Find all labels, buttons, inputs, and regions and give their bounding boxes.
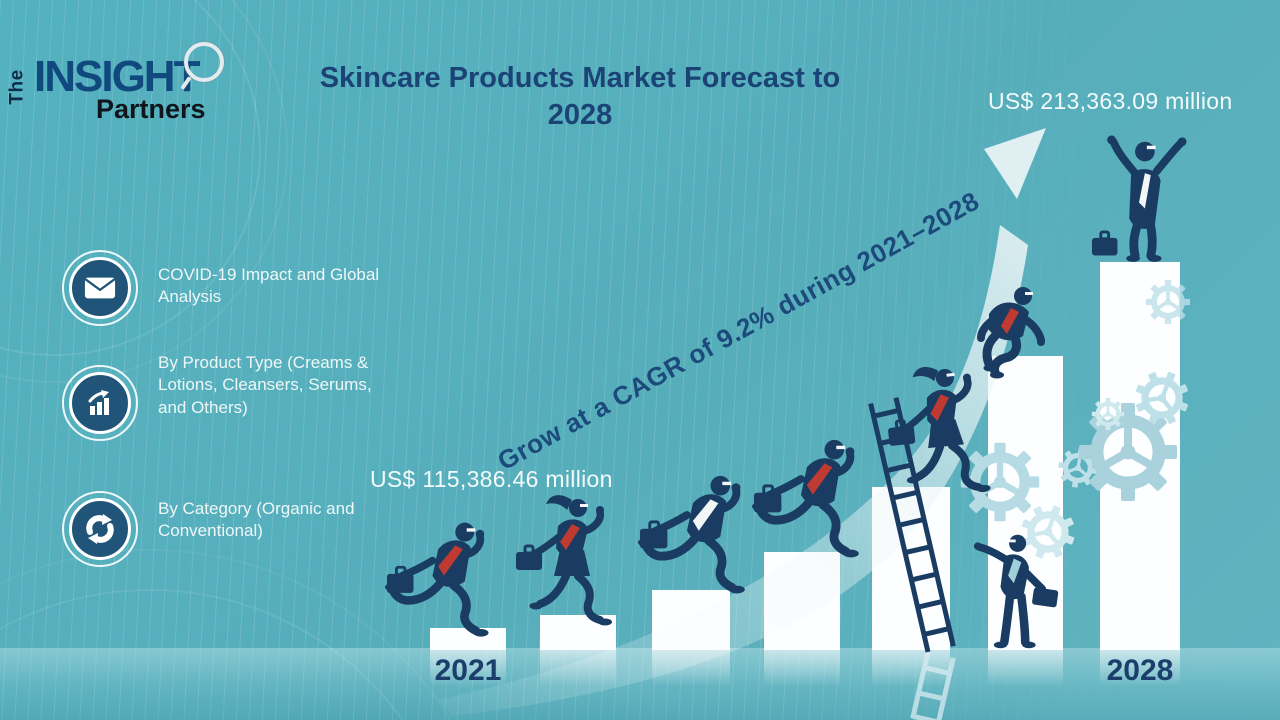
chart-bar — [652, 590, 730, 686]
highlight-product-type-label: By Product Type (Creams & Lotions, Clean… — [158, 353, 372, 417]
logo-insight: INSIGHT — [34, 52, 200, 101]
logo-partners: Partners — [96, 94, 206, 124]
chart-bar — [430, 628, 506, 686]
chart-bar — [764, 552, 840, 686]
bar-reflection — [988, 650, 1063, 686]
year-label-2028: 2028 — [1106, 654, 1174, 687]
page-title: Skincare Products Market Forecast to 202… — [319, 62, 841, 131]
bar-reflection — [540, 650, 616, 686]
highlight-covid-label: COVID-19 Impact and Global Analysis — [158, 265, 380, 307]
chart-bar — [1100, 262, 1180, 686]
chart-bar — [988, 356, 1063, 686]
insight-partners-logo: The INSIGHT Partners — [7, 40, 238, 126]
bar-reflection — [652, 650, 730, 686]
highlight-category-label: By Category (Organic and Conventional) — [158, 499, 355, 541]
bar-reflection — [764, 650, 840, 686]
year-label-2021: 2021 — [434, 654, 502, 687]
bar-growth-icon — [62, 365, 138, 441]
magnifier-icon — [184, 42, 224, 82]
bar-reflection — [1100, 650, 1180, 686]
chart-bar — [540, 615, 616, 686]
bar-reflection — [872, 650, 950, 686]
forecast-end-value: US$ 213,363.09 million — [988, 88, 1233, 114]
cycle-arrows-icon — [62, 491, 138, 567]
envelope-icon — [62, 250, 138, 326]
chart-bar — [872, 487, 950, 686]
